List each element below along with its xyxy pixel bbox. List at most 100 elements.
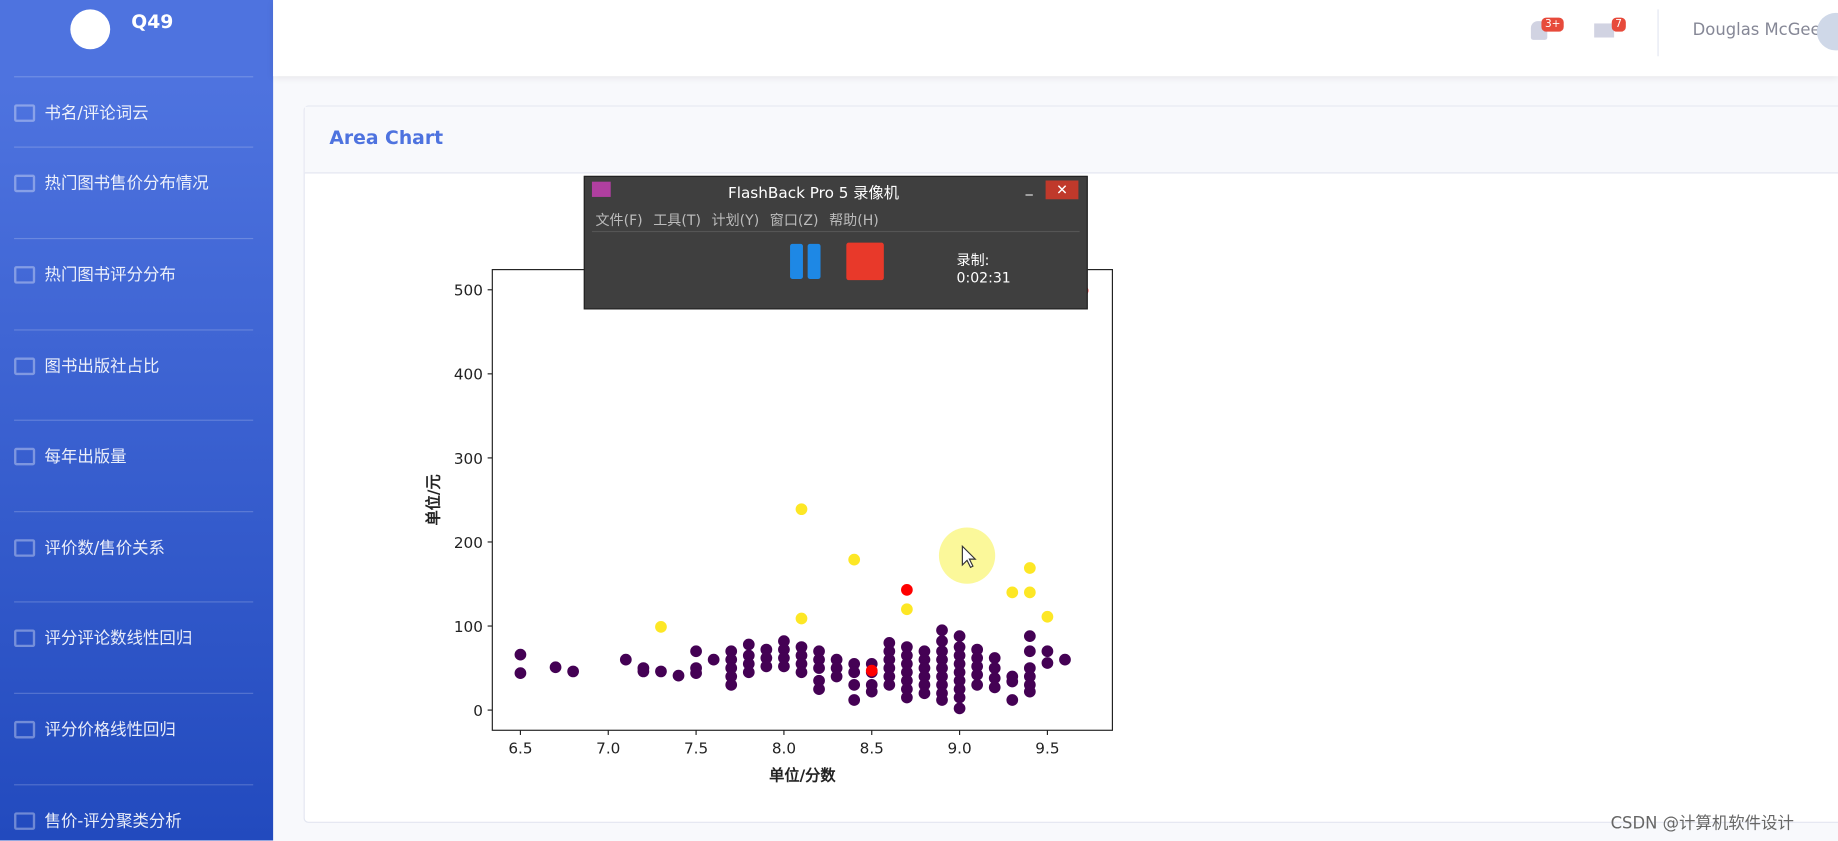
nav-item[interactable]: 热门图书评分分布 [44,266,176,285]
point [742,666,755,679]
sidebar: Q49 书名/评论词云热门图书售价分布情况 热门图书评分分布 图书出版社占比 每年出版… [0,0,274,841]
divider [1657,9,1659,57]
recorder-icon [591,181,611,197]
point [795,649,808,662]
menu-item[interactable]: 工具(T) [653,212,701,229]
divider [14,329,254,331]
point [725,653,738,666]
menu-item[interactable]: 窗口(Z) [769,212,819,229]
point [953,649,966,662]
point [514,648,527,661]
point [830,653,843,666]
point [1023,630,1036,642]
point [936,635,948,648]
point [567,665,579,678]
recorder-menu: 文件(F) 工具(T) 计划(Y) 窗口(Z) 帮助(H) [595,210,878,230]
point [901,649,913,662]
point [725,670,738,683]
nav-icon [14,720,36,739]
menu-item[interactable]: 帮助(H) [829,212,879,229]
point [901,584,913,596]
point [988,672,1001,685]
nav-item[interactable]: 评分评论数线性回归 [44,629,193,649]
point [901,683,913,695]
point [795,666,808,679]
point [778,635,790,648]
messages-badge: 7 [1611,17,1626,32]
point [883,636,896,649]
nav-item[interactable]: 图书出版社占比 [44,357,160,377]
point [901,674,913,687]
point [778,660,790,673]
point [865,685,878,698]
avatar[interactable] [1816,12,1838,51]
user-name[interactable]: Douglas McGee [1692,21,1821,40]
point [1006,694,1019,706]
messages-icon[interactable] [1594,23,1615,38]
point [1059,653,1071,666]
point [672,669,685,682]
point [760,643,773,656]
nav-item[interactable]: 评分价格线性回归 [44,720,176,740]
nav-item[interactable]: 书名/评论词云 [44,104,149,124]
y-tick-label: 500 [454,282,483,300]
x-tick-label: 7.0 [596,740,620,758]
point [707,653,720,666]
point [725,645,738,658]
minimize-button[interactable]: _ [1025,179,1033,196]
divider [14,76,254,78]
close-button[interactable]: ✕ [1045,180,1079,200]
nav-item[interactable]: 热门图书售价分布情况 [44,174,209,194]
pause-button[interactable] [790,243,803,279]
point [795,612,808,625]
menu-item[interactable]: 计划(Y) [711,212,760,229]
point [1023,586,1036,599]
point [883,679,896,691]
point [813,683,825,695]
point [795,641,808,653]
nav-icon [14,539,36,557]
point [953,630,966,642]
menu-item[interactable]: 文件(F) [595,212,643,229]
brand-logo [70,9,111,50]
point [988,652,1001,664]
point [778,643,790,656]
stop-button[interactable] [846,242,884,281]
nav-icon [14,174,36,193]
point [795,503,808,516]
point [725,662,738,674]
y-tick-label: 0 [473,702,483,720]
nav-icon [14,629,36,648]
point [883,662,896,674]
point [953,683,966,695]
nav-item[interactable]: 售价-评分聚类分析 [44,812,182,832]
point [1023,645,1036,658]
brand[interactable]: Q49 [131,10,174,33]
separator [591,230,1080,233]
point [1041,657,1054,669]
divider [14,419,254,421]
y-tick-label: 200 [454,534,483,552]
point [936,645,948,658]
point [936,679,948,691]
nav-icon [14,104,36,122]
point [918,679,931,691]
point [760,652,773,664]
point [865,664,878,677]
point [971,668,984,681]
point [848,694,861,706]
point [742,638,755,651]
nav-item[interactable]: 评价数/售价关系 [44,539,165,558]
point [795,658,808,670]
point [918,670,931,683]
point [883,670,896,683]
y-tick-label: 100 [454,618,483,636]
alerts-badge: 3+ [1541,17,1565,32]
nav-item[interactable]: 每年出版量 [44,447,127,467]
point [830,670,843,683]
point [725,679,738,691]
divider [14,601,254,603]
